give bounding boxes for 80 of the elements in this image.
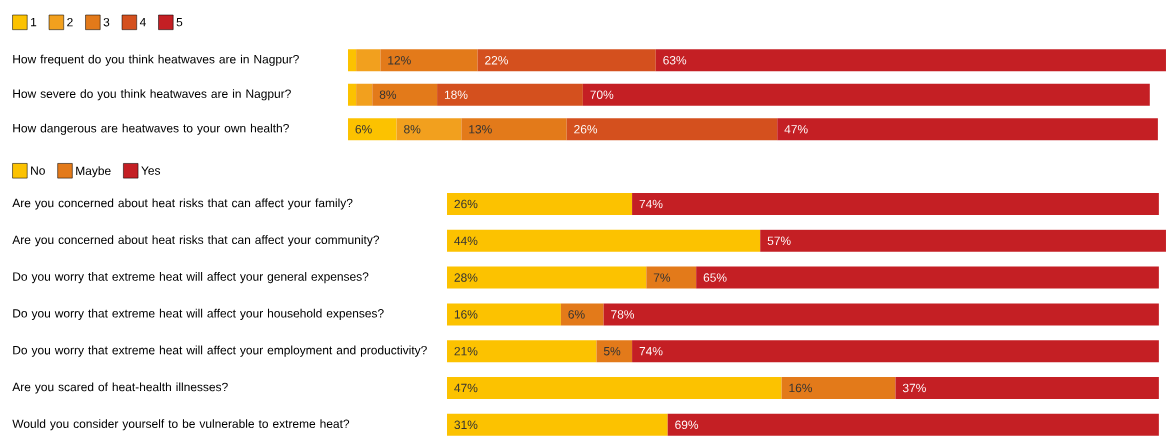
data-label: 16% — [454, 310, 478, 319]
y-tick-label: Would you consider yourself to be vulnerable to extreme heat? — [12, 419, 350, 431]
bar — [603, 303, 1159, 326]
legend-label: 3 — [103, 17, 110, 27]
bar — [777, 118, 1158, 141]
y-tick-label: Are you concerned about heat risks that can affect your community? — [12, 235, 380, 247]
bar — [372, 83, 438, 106]
y-tick-label: Do you worry that extreme heat will affect your employment and productivity? — [13, 345, 427, 357]
y-tick-label: Are you scared of heat-health illnesses? — [12, 382, 228, 394]
bar — [566, 118, 778, 141]
bar — [696, 266, 1159, 289]
bar — [348, 49, 357, 72]
data-label: 63% — [663, 55, 687, 65]
bar — [348, 118, 397, 141]
data-label: 47% — [784, 124, 808, 134]
bar — [781, 376, 896, 399]
bar — [396, 118, 462, 141]
bar — [356, 83, 373, 106]
bar — [667, 413, 1159, 436]
y-tick-label: Do you worry that extreme heat will affect your household expenses? — [13, 308, 384, 320]
legend-label: 2 — [67, 17, 73, 27]
data-label: 78% — [611, 310, 635, 319]
bar — [560, 303, 604, 326]
bar — [447, 340, 597, 363]
data-label: 65% — [703, 273, 727, 282]
legend-label: 4 — [139, 17, 146, 27]
data-label: 7% — [653, 273, 671, 282]
data-label: 22% — [485, 55, 509, 65]
data-label: 74% — [639, 199, 663, 209]
data-label: 47% — [454, 383, 478, 393]
bar — [477, 49, 656, 72]
data-label: 57% — [767, 236, 791, 245]
data-label: 13% — [469, 124, 492, 134]
y-tick-label: How dangerous are heatwaves to your own health? — [13, 123, 289, 135]
bar — [646, 266, 697, 289]
bar — [447, 376, 782, 399]
legend-label: 1 — [31, 17, 37, 27]
bar — [895, 376, 1159, 399]
bar — [461, 118, 567, 141]
data-label: 70% — [590, 90, 614, 99]
bar — [348, 83, 357, 106]
bar — [447, 413, 668, 436]
data-label: 6% — [355, 124, 372, 134]
legend-label: 5 — [176, 17, 183, 27]
bar — [437, 83, 583, 106]
data-label: 16% — [789, 383, 813, 393]
bar — [582, 83, 1150, 106]
bar — [356, 49, 381, 72]
data-label: 26% — [574, 124, 598, 134]
bar — [447, 266, 647, 289]
bar — [447, 192, 633, 215]
data-label: 8% — [379, 90, 397, 99]
data-label: 21% — [454, 346, 478, 356]
bar — [596, 340, 633, 363]
data-label: 44% — [454, 236, 478, 245]
y-tick-label: How frequent do you think heatwaves are in Nagpur? — [13, 54, 299, 66]
data-label: 6% — [568, 310, 585, 319]
bar — [632, 192, 1159, 215]
y-tick-label: How severe do you think heatwaves are in Nagpur? — [13, 89, 291, 101]
legend-label: Yes — [141, 166, 161, 175]
bar — [632, 340, 1159, 363]
bar — [760, 229, 1166, 252]
data-label: 28% — [454, 273, 478, 282]
bar — [655, 49, 1166, 72]
data-label: 12% — [388, 55, 411, 65]
legend-label: Maybe — [76, 166, 111, 178]
data-label: 18% — [444, 90, 468, 99]
data-label: 8% — [404, 124, 421, 134]
bar — [380, 49, 478, 72]
data-label: 26% — [454, 199, 478, 209]
y-tick-label: Do you worry that extreme heat will affect your general expenses? — [13, 271, 369, 284]
bar — [447, 303, 561, 326]
data-label: 69% — [675, 420, 699, 429]
y-tick-label: Are you concerned about heat risks that can affect your family? — [12, 198, 353, 210]
bar — [447, 229, 761, 252]
data-label: 74% — [639, 346, 663, 356]
data-label: 37% — [902, 383, 926, 393]
data-label: 5% — [603, 346, 621, 356]
legend-label: No — [31, 166, 45, 175]
data-label: 31% — [454, 420, 478, 429]
